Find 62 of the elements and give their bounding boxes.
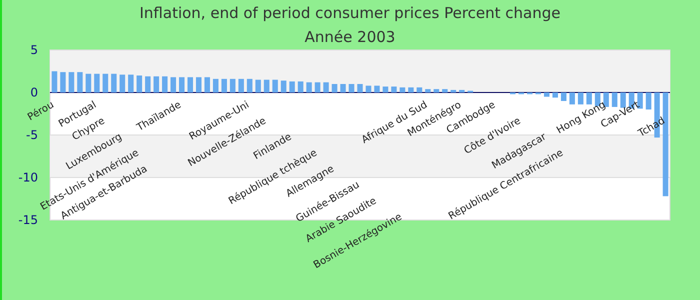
bar: [357, 84, 363, 92]
bar: [348, 84, 354, 92]
bar: [332, 84, 338, 92]
bar: [442, 89, 448, 92]
bar: [204, 77, 210, 92]
bar: [230, 78, 236, 92]
bar: [246, 78, 252, 92]
y-tick-label: -15: [18, 213, 38, 228]
bar: [120, 74, 126, 92]
bar: [416, 87, 422, 92]
bar: [450, 90, 456, 92]
bar: [578, 92, 584, 104]
chart-title: Inflation, end of period consumer prices Percent change: [140, 4, 560, 22]
bar: [238, 78, 244, 92]
bar: [68, 72, 74, 92]
bar: [60, 72, 66, 92]
bar: [366, 86, 372, 92]
bar: [560, 92, 566, 101]
bar: [408, 87, 414, 92]
bar: [94, 74, 100, 92]
bar: [374, 86, 380, 92]
bar: [289, 81, 295, 92]
bar: [340, 84, 346, 92]
bar: [552, 92, 558, 98]
y-tick-label: -10: [18, 170, 38, 185]
y-tick-label: 5: [30, 43, 38, 58]
bar: [86, 74, 92, 92]
bar: [136, 76, 142, 92]
bar: [459, 90, 465, 92]
chart-subtitle: Année 2003: [304, 28, 396, 46]
bar: [391, 86, 397, 92]
bar: [145, 76, 151, 92]
bar: [298, 81, 304, 92]
bar: [434, 89, 440, 92]
bar: [569, 92, 575, 104]
bar: [425, 89, 431, 92]
bar: [102, 74, 108, 92]
bar: [52, 71, 58, 92]
bar: [255, 80, 261, 92]
bar: [272, 80, 278, 92]
bar: [111, 74, 117, 92]
bar: [323, 82, 329, 92]
bar: [179, 77, 185, 92]
bar: [314, 82, 320, 92]
bar: [221, 78, 227, 92]
bar: [400, 87, 406, 92]
bar: [128, 74, 134, 92]
bar: [544, 92, 550, 97]
bar: [187, 77, 194, 92]
y-tick-label: -5: [26, 128, 38, 142]
bar: [212, 78, 218, 92]
bar: [77, 72, 83, 92]
bar: [280, 80, 286, 92]
bar: [196, 77, 202, 92]
bar: [382, 86, 388, 92]
bar: [162, 76, 168, 92]
bar: [154, 76, 160, 92]
y-tick-label: 0: [30, 86, 38, 100]
bar: [646, 92, 652, 110]
bar: [306, 82, 312, 92]
bar: [170, 77, 176, 92]
bar: [264, 80, 270, 92]
